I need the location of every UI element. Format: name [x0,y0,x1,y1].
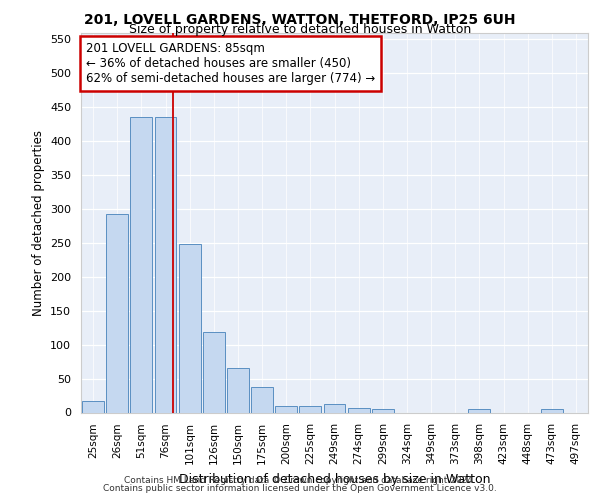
Text: 201 LOVELL GARDENS: 85sqm
← 36% of detached houses are smaller (450)
62% of semi: 201 LOVELL GARDENS: 85sqm ← 36% of detac… [86,42,376,85]
Bar [541,409,563,412]
Bar [469,409,490,412]
Bar [179,244,200,412]
Bar [348,408,370,412]
Bar [82,401,104,412]
Y-axis label: Number of detached properties: Number of detached properties [32,130,44,316]
Bar [372,409,394,412]
Bar [130,118,152,412]
Text: Size of property relative to detached houses in Watton: Size of property relative to detached ho… [129,22,471,36]
Text: 201, LOVELL GARDENS, WATTON, THETFORD, IP25 6UH: 201, LOVELL GARDENS, WATTON, THETFORD, I… [84,12,516,26]
Bar [275,406,297,412]
Bar [227,368,249,412]
Bar [203,332,224,412]
Bar [155,118,176,412]
Bar [299,406,321,412]
Bar [323,404,346,412]
Text: Contains HM Land Registry data © Crown copyright and database right 2024.: Contains HM Land Registry data © Crown c… [124,476,476,485]
X-axis label: Distribution of detached houses by size in Watton: Distribution of detached houses by size … [179,472,490,486]
Bar [106,214,128,412]
Text: Contains public sector information licensed under the Open Government Licence v3: Contains public sector information licen… [103,484,497,493]
Bar [251,388,273,412]
